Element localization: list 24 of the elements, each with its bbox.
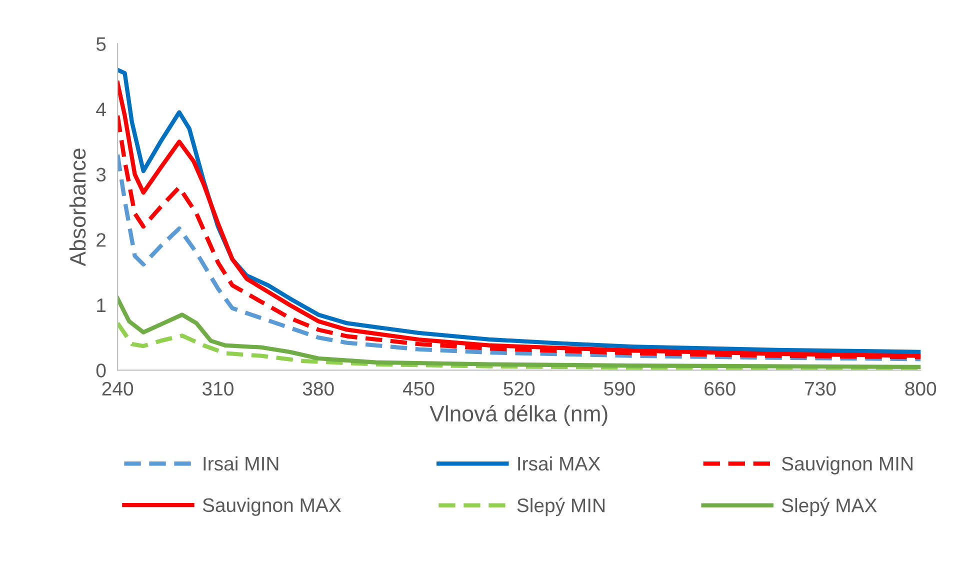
legend-label: Sauvignon MAX — [202, 498, 341, 516]
x-tick-label: 240 — [102, 382, 134, 396]
x-tick-label: 380 — [302, 382, 334, 396]
x-tick-label: 730 — [805, 382, 836, 396]
legend-label: Sauvignon MIN — [782, 456, 912, 474]
x-tick-label: 450 — [402, 382, 434, 396]
y-tick-label: 2 — [96, 233, 106, 247]
legend-label: Irsai MAX — [518, 456, 600, 471]
legend-label: Slepý MIN — [517, 498, 604, 516]
y-tick-label: 1 — [97, 298, 106, 312]
y-tick-label: 0 — [96, 364, 106, 378]
y-axis-title: Absorbance — [69, 148, 86, 266]
y-tick-label: 3 — [96, 168, 106, 182]
legend-label: Irsai MIN — [204, 456, 278, 471]
legend-label: Slepý MAX — [782, 498, 877, 516]
x-tick-label: 520 — [504, 382, 535, 396]
y-tick-label: 4 — [96, 102, 106, 116]
x-tick-label: 590 — [604, 382, 635, 396]
y-tick-label: 5 — [96, 37, 106, 51]
x-tick-label: 310 — [202, 382, 234, 396]
line-series — [118, 152, 921, 362]
x-tick-label: 660 — [704, 382, 736, 396]
x-axis-title: Vlnová délka (nm) — [430, 404, 608, 426]
x-tick-label: 800 — [905, 382, 936, 396]
